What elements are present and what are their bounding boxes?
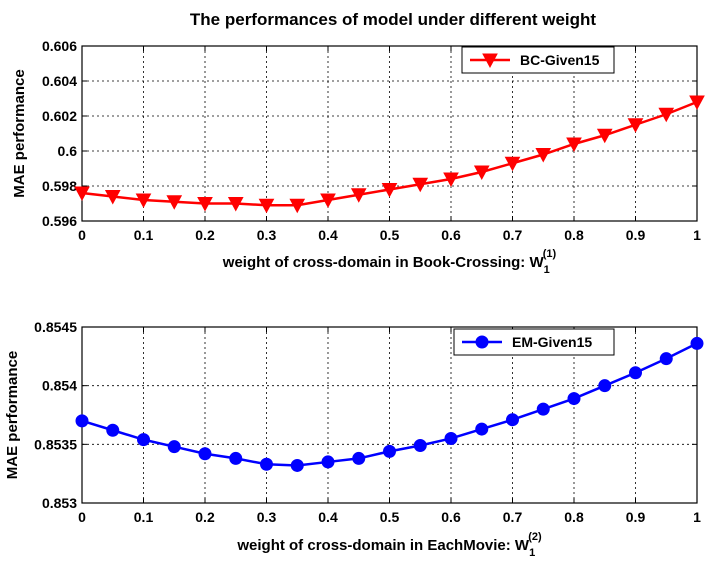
chart2-data-point [321, 455, 335, 469]
chart2-y-tick-label: 0.8545 [34, 319, 77, 335]
chart2-x-axis-label-main: weight of cross-domain in EachMovie: W [236, 537, 530, 554]
chart2-data-point [444, 431, 458, 445]
chart2-data-point [567, 392, 581, 406]
chart1-x-tick-label: 0.3 [257, 227, 277, 243]
chart1-y-tick-label: 0.596 [42, 213, 77, 229]
chart1-x-tick-label: 0.5 [380, 227, 400, 243]
chart1-y-tick-label: 0.606 [42, 38, 77, 54]
chart2-x-tick-label: 0.3 [257, 509, 277, 525]
chart1-group: 0 0.1 0.2 0.3 0.4 0.5 0.6 0.7 0.8 0.9 1 0.596 0.598 0… [11, 38, 705, 276]
chart1-data-point [135, 193, 152, 209]
chart2-y-tick-label: 0.853 [42, 495, 77, 511]
chart1-x-tick-label: 0.6 [441, 227, 461, 243]
chart1-data-point [104, 190, 121, 205]
chart1-x-tick-label: 0.1 [134, 227, 154, 243]
chart1-data-point [443, 172, 459, 188]
chart1-x-axis-label-main: weight of cross-domain in Book-Crossing:… [222, 254, 545, 271]
chart1-data-point [166, 195, 183, 210]
chart1-x-tick-label: 0.4 [318, 227, 338, 243]
chart2-x-tick-label: 0.8 [564, 509, 584, 525]
chart1-data-point [596, 128, 613, 144]
chart1-x-axis-label-superscript: (1) [543, 248, 557, 260]
chart1-x-tick-label: 0.7 [503, 227, 523, 243]
chart1-x-tick-label: 0.9 [626, 227, 646, 243]
chart2-x-tick-label: 0.1 [134, 509, 154, 525]
chart2-x-axis-label: weight of cross-domain in EachMovie: W1 (… [236, 531, 542, 559]
chart1-x-axis-label-subscript: 1 [544, 264, 550, 276]
chart2-y-tick-label: 0.854 [42, 378, 77, 394]
chart1-x-axis-label: weight of cross-domain in Book-Crossing:… [222, 248, 557, 276]
chart2-data-point [198, 447, 212, 461]
chart2-y-tick-label: 0.8535 [34, 436, 77, 452]
chart1-legend: BC-Given15 [461, 46, 615, 74]
chart2-data-point [690, 336, 704, 350]
chart2-x-axis-label-subscript: 1 [529, 547, 535, 559]
chart1-y-tick-label: 0.602 [42, 108, 77, 124]
chart1-x-tick-label: 1 [693, 227, 701, 243]
chart2-data-point [106, 423, 120, 437]
chart1-data-point [412, 177, 429, 193]
chart1-y-axis-label: MAE performance [11, 69, 28, 197]
chart1-y-tick-label: 0.598 [42, 178, 77, 194]
chart2-data-point [229, 451, 243, 465]
chart2-data-point [506, 413, 519, 427]
chart1-data-point [381, 183, 398, 198]
chart1-legend-marker [482, 53, 498, 69]
chart1-data-point [627, 118, 644, 133]
chart2-data-point [167, 440, 181, 454]
chart2-x-tick-label: 0.5 [380, 509, 400, 525]
chart1-data-point [535, 148, 552, 163]
chart2-data-point [659, 352, 673, 366]
chart2-x-tick-label: 0.4 [318, 509, 338, 525]
chart2-data-point [260, 457, 273, 471]
chart2-x-tick-label: 0.6 [441, 509, 461, 525]
chart1-data-point [74, 186, 90, 202]
chart2-x-tick-label: 1 [693, 509, 701, 525]
chart1-x-tick-label: 0.2 [195, 227, 215, 243]
chart2-x-tick-label: 0.7 [503, 509, 523, 525]
chart2-legend: EM-Given15 [453, 328, 615, 356]
chart2-data-point [75, 414, 89, 428]
chart1-x-tick-label: 0 [78, 227, 86, 243]
chart2-x-tick-label: 0 [78, 509, 86, 525]
chart2-data-point [137, 433, 150, 447]
chart1-data-point [289, 198, 306, 214]
chart1-data-point [504, 156, 521, 172]
chart2-data-point [383, 444, 396, 458]
chart1-data-point [658, 107, 675, 123]
chart1-y-tick-label: 0.604 [42, 73, 77, 89]
chart1-data-point [197, 197, 213, 212]
chart1-data-point [320, 193, 336, 209]
chart1-data-point [473, 165, 490, 181]
chart2-x-tick-label: 0.2 [195, 509, 215, 525]
chart2-data-point [598, 379, 612, 393]
chart2-group: 0 0.1 0.2 0.3 0.4 0.5 0.6 0.7 0.8 0.9 1 0.853 0.8535… [4, 319, 704, 559]
figure-title: The performances of model under differen… [190, 10, 596, 29]
chart2-legend-marker [475, 335, 489, 349]
chart2-legend-label: EM-Given15 [512, 334, 592, 350]
chart1-data-point [258, 198, 275, 214]
chart1-data-point [350, 188, 367, 203]
chart2-x-tick-label: 0.9 [626, 509, 646, 525]
chart1-data-point [566, 137, 582, 153]
chart1-axes-box [81, 45, 698, 222]
chart2-data-point [352, 451, 366, 465]
chart2-data-point [536, 402, 550, 416]
chart2-data-point [629, 366, 642, 380]
chart1-data-point [689, 95, 705, 111]
chart2-data-point [290, 458, 304, 472]
chart2-data-point [475, 422, 489, 436]
chart1-y-tick-label: 0.6 [58, 143, 78, 159]
chart1-legend-label: BC-Given15 [520, 52, 600, 68]
chart1-x-tick-label: 0.8 [564, 227, 584, 243]
chart2-y-axis-label: MAE performance [4, 351, 21, 479]
chart2-data-point [413, 439, 427, 453]
chart1-data-point [227, 197, 244, 212]
chart2-x-axis-label-superscript: (2) [528, 531, 542, 543]
